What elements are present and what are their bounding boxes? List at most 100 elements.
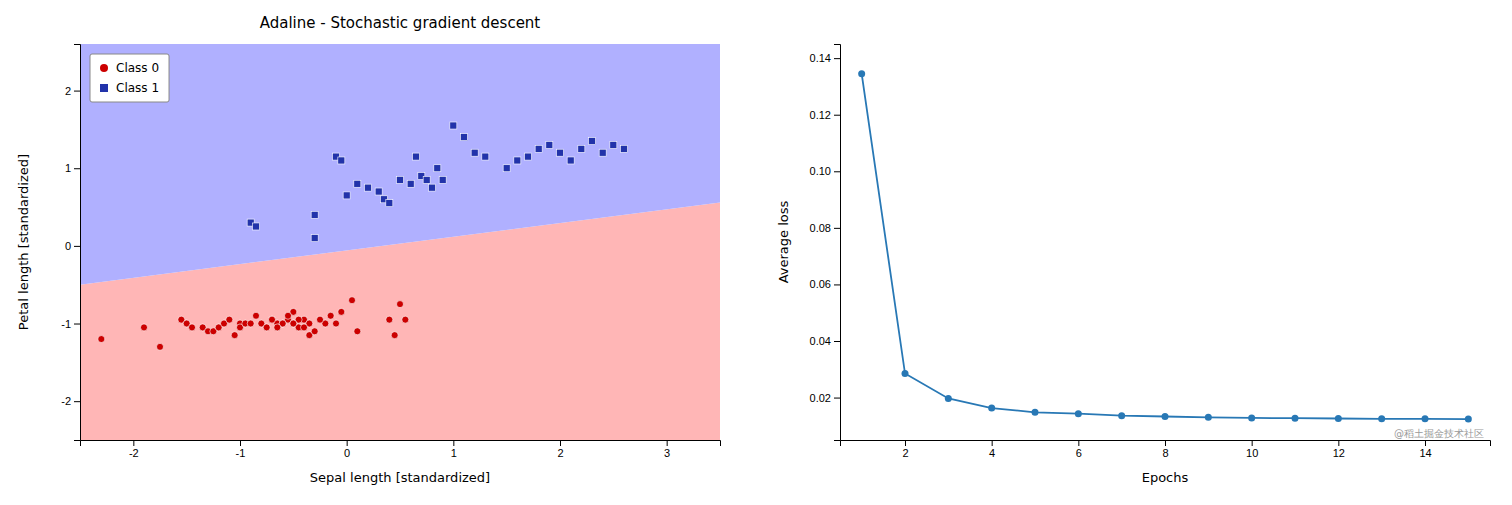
tick: 1 — [65, 162, 80, 174]
tick-label: 2 — [65, 85, 71, 97]
tick-mark — [347, 440, 348, 446]
point — [311, 211, 318, 218]
point — [1465, 416, 1472, 423]
point — [1118, 412, 1125, 419]
tick-mark — [74, 168, 80, 169]
point — [338, 157, 345, 164]
point — [902, 370, 909, 377]
plot-area — [858, 70, 1472, 422]
tick-mark — [905, 440, 906, 446]
point — [375, 188, 382, 195]
tick-label: 1 — [451, 447, 457, 459]
tick-mark — [74, 401, 80, 402]
point — [1162, 413, 1169, 420]
tick: 0.08 — [810, 222, 840, 234]
point — [535, 145, 542, 152]
tick-mark — [834, 341, 840, 342]
axis-line — [81, 441, 721, 447]
point — [1292, 415, 1299, 422]
axis-line — [834, 45, 841, 441]
point — [231, 332, 238, 339]
point — [1075, 410, 1082, 417]
point — [525, 153, 532, 160]
point — [482, 153, 489, 160]
tick-mark — [1252, 440, 1253, 446]
axis-line — [74, 45, 81, 441]
point — [858, 70, 865, 77]
series — [98, 297, 409, 351]
point — [589, 138, 596, 145]
point — [343, 192, 350, 199]
point — [557, 149, 564, 156]
y-axis: 0.020.040.060.080.100.120.14 — [810, 45, 841, 441]
point — [301, 324, 308, 331]
point — [1335, 415, 1342, 422]
chart: -2-10123-2-1012Adaline - Stochastic grad… — [0, 0, 1512, 505]
point — [285, 312, 292, 319]
point — [263, 324, 270, 331]
point — [599, 149, 606, 156]
x-axis-title: Epochs — [1142, 470, 1189, 485]
tick-label: 2 — [902, 447, 908, 459]
tick-label: 0.02 — [810, 392, 831, 404]
point — [988, 405, 995, 412]
tick-label: 1 — [65, 162, 71, 174]
x-axis: 2468101214 — [841, 440, 1491, 459]
tick-mark — [667, 440, 668, 446]
point — [450, 122, 457, 129]
tick: 2 — [557, 440, 563, 459]
plot-area — [80, 44, 720, 440]
point — [274, 324, 281, 331]
point — [354, 180, 361, 187]
tick: 14 — [1419, 440, 1431, 459]
tick-label: 14 — [1419, 447, 1431, 459]
tick-mark — [1165, 440, 1166, 446]
axis-line — [841, 441, 1491, 447]
point — [461, 134, 468, 141]
point — [253, 312, 260, 319]
tick-label: 4 — [989, 447, 995, 459]
x-axis-title: Sepal length [standardized] — [310, 470, 490, 485]
point — [333, 320, 340, 327]
tick: -2 — [129, 440, 139, 459]
tick-label: 0.14 — [810, 52, 831, 64]
point — [397, 301, 404, 308]
tick: 0.04 — [810, 335, 840, 347]
tick-label: 2 — [557, 447, 563, 459]
tick-label: 10 — [1246, 447, 1258, 459]
tick-mark — [834, 398, 840, 399]
tick-mark — [992, 440, 993, 446]
tick: 2 — [902, 440, 908, 459]
series — [247, 122, 627, 242]
tick-mark — [74, 91, 80, 92]
point — [290, 320, 297, 327]
y-axis: -2-1012 — [61, 45, 80, 441]
tick: 0.10 — [810, 165, 840, 177]
tick-mark — [74, 246, 80, 247]
tick: 0 — [344, 440, 350, 459]
point — [471, 149, 478, 156]
point — [1378, 415, 1385, 422]
point — [247, 320, 254, 327]
point — [423, 176, 430, 183]
point — [391, 332, 398, 339]
tick-label: 12 — [1333, 447, 1345, 459]
tick: 2 — [65, 85, 80, 97]
tick-mark — [834, 228, 840, 229]
legend-marker — [100, 84, 108, 92]
tick-label: 0.08 — [810, 222, 831, 234]
point — [514, 157, 521, 164]
point — [1205, 414, 1212, 421]
tick-label: 0.04 — [810, 335, 831, 347]
point — [349, 297, 356, 304]
tick: 6 — [1076, 440, 1082, 459]
point — [98, 336, 105, 343]
tick: 0.12 — [810, 109, 840, 121]
legend-box — [90, 54, 169, 102]
tick: -1 — [236, 440, 246, 459]
x-axis: -2 -1 0 1 2 3 — [81, 440, 721, 459]
point — [610, 141, 617, 148]
tick-mark — [1338, 440, 1339, 446]
tick-label: 3 — [664, 447, 670, 459]
tick-label: 6 — [1076, 447, 1082, 459]
